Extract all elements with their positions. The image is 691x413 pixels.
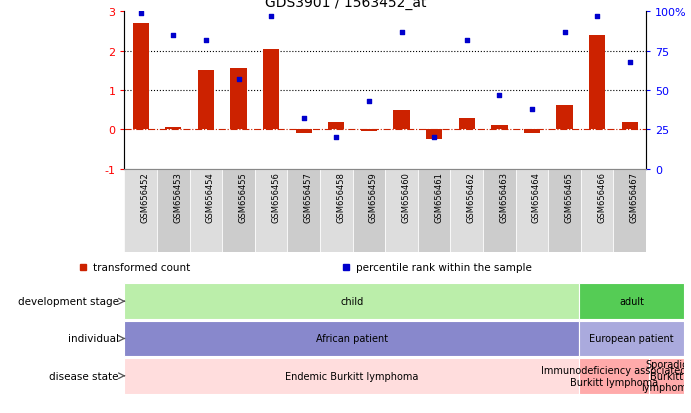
Bar xyxy=(198,71,214,130)
Bar xyxy=(426,130,442,140)
Bar xyxy=(556,106,573,130)
Bar xyxy=(649,358,684,394)
Point xyxy=(559,29,570,36)
Point xyxy=(299,116,310,122)
Text: GSM656463: GSM656463 xyxy=(500,172,509,223)
Text: GSM656464: GSM656464 xyxy=(532,172,541,223)
Bar xyxy=(579,284,684,319)
Point xyxy=(461,37,472,44)
Text: GSM656453: GSM656453 xyxy=(173,172,182,223)
Bar xyxy=(165,128,182,130)
Bar xyxy=(124,169,157,252)
Text: adult: adult xyxy=(619,297,644,306)
Point xyxy=(396,29,407,36)
Bar xyxy=(133,24,149,130)
Point xyxy=(624,59,635,66)
Point xyxy=(200,37,211,44)
Bar xyxy=(287,169,320,252)
Bar xyxy=(491,126,507,130)
Point xyxy=(363,99,375,105)
Bar xyxy=(386,169,418,252)
Bar xyxy=(124,284,579,319)
Bar xyxy=(418,169,451,252)
Bar xyxy=(255,169,287,252)
Bar xyxy=(189,169,223,252)
Text: Immunodeficiency associated Burkitt lymphoma: Immunodeficiency associated Burkitt lymp… xyxy=(542,365,687,387)
Text: individual: individual xyxy=(68,334,119,344)
Text: child: child xyxy=(340,297,363,306)
Bar xyxy=(451,169,483,252)
Bar xyxy=(579,358,649,394)
Point xyxy=(591,14,603,20)
Bar xyxy=(483,169,515,252)
Bar xyxy=(320,169,352,252)
Bar xyxy=(230,69,247,130)
Bar xyxy=(614,169,646,252)
Text: percentile rank within the sample: percentile rank within the sample xyxy=(356,262,532,273)
Text: GSM656465: GSM656465 xyxy=(565,172,574,223)
Bar xyxy=(622,122,638,130)
Bar xyxy=(524,130,540,133)
Bar xyxy=(124,321,579,356)
Text: GSM656460: GSM656460 xyxy=(401,172,410,223)
Text: transformed count: transformed count xyxy=(93,262,191,273)
Bar xyxy=(223,169,255,252)
Bar xyxy=(393,110,410,130)
Text: GSM656466: GSM656466 xyxy=(597,172,606,223)
Text: GSM656461: GSM656461 xyxy=(434,172,443,223)
Point xyxy=(527,107,538,113)
Bar xyxy=(361,130,377,132)
Bar xyxy=(515,169,548,252)
Point xyxy=(168,33,179,39)
Text: GSM656456: GSM656456 xyxy=(271,172,280,223)
Text: GSM656454: GSM656454 xyxy=(206,172,215,223)
Text: GSM656467: GSM656467 xyxy=(630,172,638,223)
Bar xyxy=(589,36,605,130)
Point xyxy=(331,135,342,141)
Point xyxy=(135,11,146,17)
Point xyxy=(494,92,505,99)
Bar xyxy=(157,169,189,252)
Bar xyxy=(263,50,279,130)
Point xyxy=(428,135,439,141)
Text: GDS3901 / 1563452_at: GDS3901 / 1563452_at xyxy=(265,0,426,10)
Text: GSM656452: GSM656452 xyxy=(141,172,150,223)
Text: European patient: European patient xyxy=(589,334,674,344)
Bar xyxy=(548,169,581,252)
Text: GSM656455: GSM656455 xyxy=(238,172,247,223)
Text: African patient: African patient xyxy=(316,334,388,344)
Bar xyxy=(124,358,579,394)
Point xyxy=(265,14,276,20)
Bar xyxy=(328,122,345,130)
Bar xyxy=(579,321,684,356)
Text: disease state: disease state xyxy=(49,371,119,381)
Bar xyxy=(352,169,386,252)
Bar xyxy=(296,130,312,133)
Text: GSM656458: GSM656458 xyxy=(337,172,346,223)
Bar xyxy=(581,169,614,252)
Text: GSM656457: GSM656457 xyxy=(304,172,313,223)
Text: Endemic Burkitt lymphoma: Endemic Burkitt lymphoma xyxy=(285,371,419,381)
Text: Sporadic Burkitt lymphoma: Sporadic Burkitt lymphoma xyxy=(641,359,691,392)
Text: development stage: development stage xyxy=(18,297,119,306)
Text: GSM656462: GSM656462 xyxy=(466,172,475,223)
Text: GSM656459: GSM656459 xyxy=(369,172,378,223)
Point xyxy=(233,76,244,83)
Bar xyxy=(459,118,475,130)
